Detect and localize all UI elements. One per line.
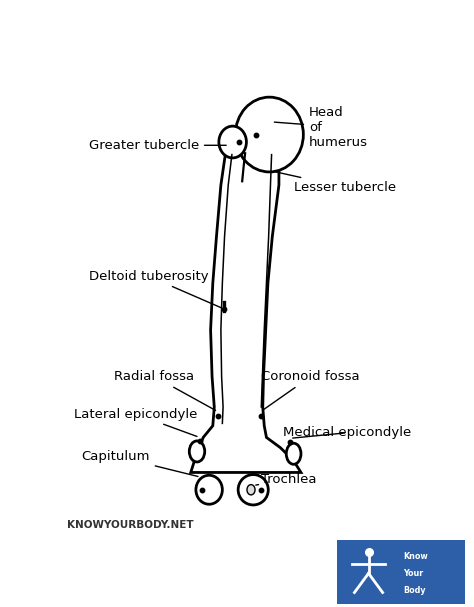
- Text: KNOWYOURBODY.NET: KNOWYOURBODY.NET: [66, 520, 193, 530]
- Text: Capitulum: Capitulum: [82, 450, 198, 476]
- Text: Lateral epicondyle: Lateral epicondyle: [74, 407, 197, 436]
- Text: Trochlea: Trochlea: [256, 473, 317, 486]
- Ellipse shape: [236, 97, 303, 172]
- FancyBboxPatch shape: [337, 540, 465, 604]
- Text: Head
of
humerus: Head of humerus: [274, 106, 368, 149]
- Ellipse shape: [238, 475, 268, 505]
- Ellipse shape: [189, 441, 205, 462]
- Text: Know: Know: [403, 552, 428, 561]
- Ellipse shape: [247, 484, 255, 495]
- Ellipse shape: [196, 475, 222, 504]
- Text: Lesser tubercle: Lesser tubercle: [274, 172, 396, 194]
- Ellipse shape: [286, 443, 301, 464]
- Polygon shape: [191, 148, 301, 472]
- Text: Deltoid tuberosity: Deltoid tuberosity: [89, 270, 221, 308]
- Text: Your: Your: [403, 569, 423, 578]
- Text: Greater tubercle: Greater tubercle: [89, 139, 226, 152]
- Text: Radial fossa: Radial fossa: [114, 370, 216, 410]
- Ellipse shape: [219, 126, 246, 158]
- Text: Medical epicondyle: Medical epicondyle: [283, 426, 411, 439]
- Text: Body: Body: [403, 586, 426, 595]
- Text: Coronoid fossa: Coronoid fossa: [261, 370, 360, 410]
